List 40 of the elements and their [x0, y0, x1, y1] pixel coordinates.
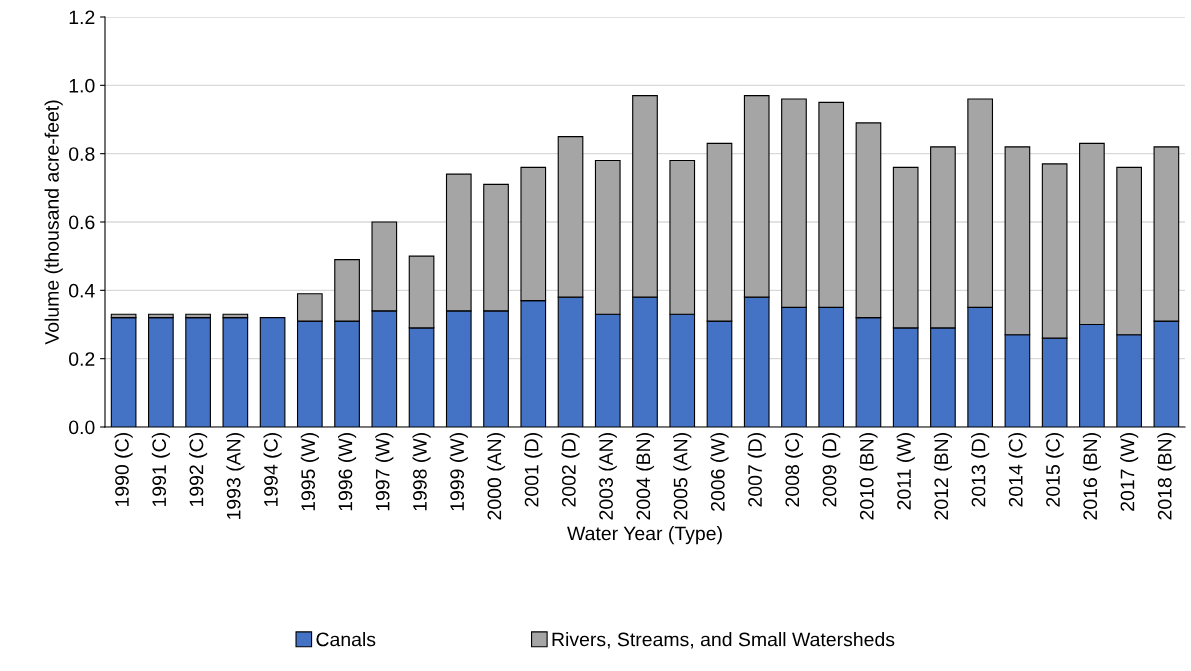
- x-tick-label: 1992 (C): [189, 433, 208, 507]
- y-tick-label: 1.2: [69, 10, 95, 25]
- x-tick-label: 2008 (C): [784, 433, 804, 507]
- x-tick-label: 1999 (W): [449, 433, 468, 511]
- x-tick-label: 2014 (C): [1008, 433, 1027, 507]
- y-axis-title: Volume (thousand acre-feet): [44, 100, 63, 345]
- y-tick-label: 0.8: [69, 147, 95, 161]
- x-tick-label: 2016 (BN): [1082, 433, 1101, 520]
- x-tick-label: 1990 (C): [114, 433, 133, 507]
- x-tick-label: 1996 (W): [338, 433, 357, 511]
- x-tick-label: 2017 (W): [1120, 433, 1139, 511]
- x-tick-label: 2006 (W): [710, 433, 729, 511]
- x-tick-label: 1998 (W): [412, 433, 431, 511]
- x-tick-label: 1991 (C): [151, 433, 170, 507]
- x-tick-label: 2015 (C): [1045, 433, 1064, 507]
- y-tick-label: 1.0: [69, 78, 95, 93]
- x-tick-label: 2001 (D): [524, 433, 543, 507]
- x-tick-label: 1993 (AN): [226, 433, 245, 519]
- x-tick-label: 2010 (BN): [859, 433, 878, 520]
- x-tick-label: 2011 (W): [896, 433, 915, 510]
- x-tick-label: 2004 (BN): [635, 433, 655, 520]
- x-tick-label: 2002 (D): [561, 433, 580, 507]
- legend-label: Rivers, Streams, and Small Watersheds: [552, 632, 895, 649]
- y-tick-label: 0.4: [69, 283, 95, 298]
- y-tick-label: 0.0: [69, 420, 95, 435]
- x-tick-label: 2018 (BN): [1157, 433, 1176, 520]
- x-tick-label: 2007 (D): [747, 433, 766, 507]
- x-tick-label: 2012 (BN): [933, 433, 952, 520]
- y-tick-label: 0.2: [69, 352, 95, 366]
- legend-label: Canals: [316, 632, 376, 647]
- x-tick-label: 1994 (C): [263, 433, 282, 507]
- x-tick-label: 1995 (W): [300, 433, 319, 511]
- x-tick-label: 2013 (D): [971, 433, 990, 507]
- x-axis-title: Water Year (Type): [567, 526, 722, 545]
- x-tick-label: 2009 (D): [822, 433, 841, 507]
- y-tick-label: 0.6: [69, 215, 95, 230]
- x-tick-label: 2000 (AN): [486, 433, 506, 520]
- x-tick-label: 2005 (AN): [673, 433, 692, 520]
- x-tick-label: 1997 (W): [375, 433, 394, 511]
- x-tick-label: 2003 (AN): [598, 433, 617, 520]
